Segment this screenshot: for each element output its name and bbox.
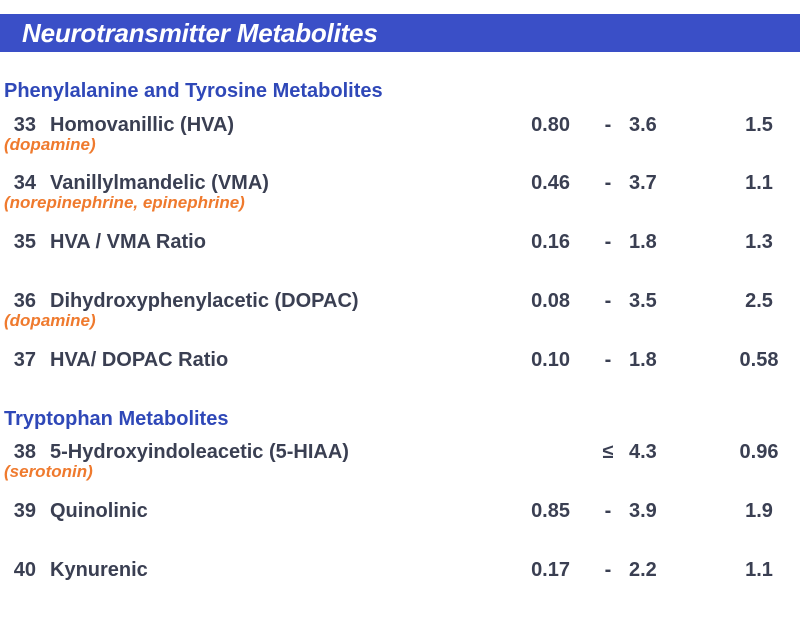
table-row: 38 5-Hydroxyindoleacetic (5-HIAA) (serot…	[0, 440, 800, 490]
row-number: 38	[13, 441, 36, 463]
range-high: 2.2	[629, 559, 657, 581]
range-separator: -	[604, 349, 612, 371]
range-separator: -	[604, 172, 612, 194]
row-number: 34	[13, 172, 36, 194]
range-low: 0.46	[531, 172, 570, 194]
range-separator: -	[604, 114, 612, 136]
row-number: 36	[13, 290, 36, 312]
range-high: 3.6	[629, 114, 657, 136]
metabolite-source: (serotonin)	[4, 462, 93, 481]
range-separator: -	[604, 290, 612, 312]
range-high: 3.5	[629, 290, 657, 312]
metabolite-name: Homovanillic (HVA)	[50, 114, 235, 136]
range-low: 0.85	[531, 500, 570, 522]
table-row: 40 Kynurenic 0.17 - 2.2 1.1	[0, 558, 800, 608]
metabolite-name: Kynurenic	[50, 559, 148, 581]
row-number: 37	[13, 349, 36, 371]
result-value: 0.58	[739, 349, 779, 371]
range-high: 4.3	[629, 441, 657, 463]
result-value: 1.1	[745, 559, 773, 581]
range-low: 0.80	[531, 114, 570, 136]
range-separator: ≤	[602, 441, 614, 463]
page-title: Neurotransmitter Metabolites	[22, 18, 378, 48]
metabolite-name: Vanillylmandelic (VMA)	[50, 172, 269, 194]
range-separator: -	[604, 231, 612, 253]
range-high: 3.7	[629, 172, 657, 194]
result-value: 1.5	[745, 114, 773, 136]
section-title-tryptophan: Tryptophan Metabolites	[4, 408, 229, 430]
result-value: 1.9	[745, 500, 773, 522]
range-high: 3.9	[629, 500, 657, 522]
table-row: 39 Quinolinic 0.85 - 3.9 1.9	[0, 499, 800, 549]
row-number: 35	[13, 231, 36, 253]
result-value: 1.3	[745, 231, 773, 253]
title-banner: Neurotransmitter Metabolites	[0, 14, 800, 52]
range-high: 1.8	[629, 231, 657, 253]
range-high: 1.8	[629, 349, 657, 371]
table-row: 34 Vanillylmandelic (VMA) (norepinephrin…	[0, 171, 800, 221]
row-number: 40	[13, 559, 36, 581]
metabolite-name: Quinolinic	[50, 500, 148, 522]
range-low: 0.16	[531, 231, 570, 253]
row-number: 39	[13, 500, 36, 522]
table-row: 33 Homovanillic (HVA) (dopamine) 0.80 - …	[0, 113, 800, 163]
range-low: 0.08	[531, 290, 570, 312]
row-number: 33	[13, 114, 36, 136]
table-row: 37 HVA/ DOPAC Ratio 0.10 - 1.8 0.58	[0, 348, 800, 398]
metabolite-name: HVA/ DOPAC Ratio	[50, 349, 229, 371]
table-row: 36 Dihydroxyphenylacetic (DOPAC) (dopami…	[0, 289, 800, 339]
range-low: 0.17	[531, 559, 570, 581]
metabolite-name: HVA / VMA Ratio	[50, 231, 206, 253]
range-separator: -	[604, 500, 612, 522]
table-row: 35 HVA / VMA Ratio 0.16 - 1.8 1.3	[0, 230, 800, 280]
metabolite-source: (norepinephrine, epinephrine)	[4, 193, 245, 212]
metabolite-source: (dopamine)	[4, 135, 96, 154]
metabolite-source: (dopamine)	[4, 311, 96, 330]
range-separator: -	[604, 559, 612, 581]
result-value: 2.5	[745, 290, 773, 312]
metabolite-name: Dihydroxyphenylacetic (DOPAC)	[50, 290, 359, 312]
section-title-phenylalanine-tyrosine: Phenylalanine and Tyrosine Metabolites	[4, 80, 383, 102]
result-value: 1.1	[745, 172, 773, 194]
range-low: 0.10	[531, 349, 570, 371]
result-value: 0.96	[739, 441, 779, 463]
metabolite-name: 5-Hydroxyindoleacetic (5-HIAA)	[50, 441, 349, 463]
